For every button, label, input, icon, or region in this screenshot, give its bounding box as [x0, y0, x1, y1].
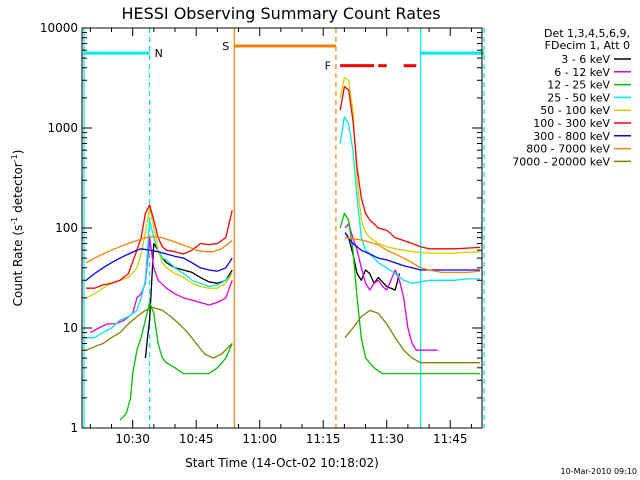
legend-label-3-6-kev: 3 - 6 keV	[561, 53, 610, 66]
y-tick-label-1: 1	[70, 421, 78, 435]
legend-label-7000-20000-kev: 7000 - 20000 keV	[512, 155, 610, 168]
y-axis-label-suffix: )	[11, 150, 25, 155]
series-800-7000-kev-segment-2	[345, 237, 480, 274]
x-tick-label-11-45: 11:45	[433, 432, 468, 446]
x-tick-label-11-30: 11:30	[369, 432, 404, 446]
x-axis: 10:30 10:45 11:00 11:15 11:30 11:45	[89, 28, 472, 446]
legend-header-line-2: FDecim 1, Att 0	[545, 39, 630, 52]
x-tick-label-11-15: 11:15	[306, 432, 341, 446]
flag-label-f: F	[325, 60, 331, 73]
legend-header-line-1: Det 1,3,4,5,6,9,	[544, 27, 630, 40]
series-6-12-kev-segment-1	[89, 237, 233, 334]
flag-label-n: N	[155, 47, 163, 60]
y-axis-label-mid: detector	[11, 162, 25, 217]
flag-label-s: S	[222, 40, 229, 53]
series-12-25-kev-segment-1	[119, 301, 233, 421]
legend-label-6-12-kev: 6 - 12 keV	[554, 66, 610, 79]
y-axis-label-prefix: Count Rate (s	[11, 225, 25, 307]
y-tick-label-100: 100	[55, 221, 78, 235]
y-axis: 1 10 100 1000 10000	[40, 21, 482, 435]
legend-label-25-50-kev: 25 - 50 keV	[547, 91, 610, 104]
y-axis-label-sup1: -1	[10, 217, 19, 225]
series-800-7000-kev-segment-1	[85, 235, 233, 264]
series-100-300-kev-segment-1	[86, 204, 233, 289]
y-tick-label-1000: 1000	[47, 121, 78, 135]
legend-label-800-7000-kev: 800 - 7000 keV	[526, 143, 610, 156]
series-12-25-kev-segment-2	[339, 212, 480, 375]
y-tick-label-10: 10	[63, 321, 78, 335]
series-300-800-kev-segment-1	[85, 248, 233, 281]
plot-marks: N S F	[83, 28, 485, 428]
legend-label-50-100-kev: 50 - 100 keV	[540, 104, 610, 117]
y-tick-label-10000: 10000	[40, 21, 78, 35]
series-25-50-kev-segment-2	[339, 115, 480, 284]
y-axis-label-sup2: -1	[10, 154, 19, 162]
legend-label-100-300-kev: 100 - 300 keV	[533, 117, 610, 130]
series-25-50-kev-segment-1	[86, 219, 233, 339]
series-7000-20000-kev-segment-1	[85, 306, 233, 359]
x-tick-label-10-30: 10:30	[115, 432, 150, 446]
series-300-800-kev-segment-2	[344, 232, 480, 271]
y-axis-label: Count Rate (s-1 detector-1)	[10, 150, 25, 307]
chart-title: HESSI Observing Summary Count Rates	[121, 4, 440, 23]
legend-label-12-25-kev: 12 - 25 keV	[547, 79, 610, 92]
x-axis-label: Start Time (14-Oct-02 10:18:02)	[185, 456, 379, 470]
series-6-12-kev-segment-2	[344, 223, 438, 351]
footer-date: 10-Mar-2010 09:10	[561, 467, 638, 476]
x-tick-label-10-45: 10:45	[179, 432, 214, 446]
x-tick-label-11-00: 11:00	[242, 432, 277, 446]
legend-label-300-800-kev: 300 - 800 keV	[533, 130, 610, 143]
legend: Det 1,3,4,5,6,9, FDecim 1, Att 0 3 - 6 k…	[512, 27, 631, 168]
series-100-300-kev-segment-2	[339, 85, 480, 250]
series-7000-20000-kev-segment-2	[344, 309, 480, 364]
